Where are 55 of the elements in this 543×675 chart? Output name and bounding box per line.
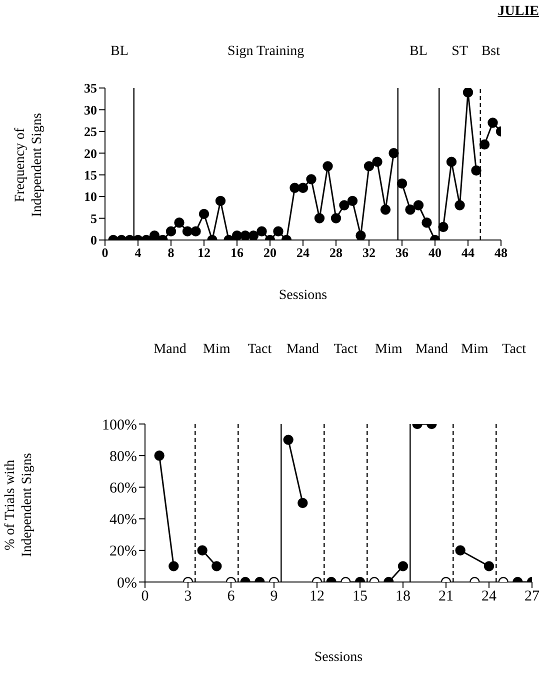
x-tick-label: 28: [330, 245, 343, 260]
y-tick-label: 20: [84, 146, 97, 161]
x-axis-title: Sessions: [313, 650, 364, 666]
x-tick-label: 18: [396, 588, 410, 605]
x-tick-label: 44: [462, 245, 475, 260]
x-tick-label: 12: [198, 245, 210, 260]
y-tick-label: 25: [84, 124, 98, 140]
y-tick-label: 80%: [110, 448, 137, 465]
x-tick-label: 3: [184, 588, 192, 605]
chart-title: JULIE: [498, 4, 539, 20]
x-tick-label: 24: [482, 588, 497, 605]
text: Bst: [481, 44, 500, 59]
text: BL: [109, 44, 130, 60]
x-tick-label: 6: [227, 588, 236, 605]
text: Sign Training: [226, 44, 306, 60]
y-tick-label: 100%: [102, 417, 137, 434]
y-tick-label: 30: [84, 102, 97, 118]
text: Mim: [203, 342, 230, 357]
x-tick-label: 27: [524, 588, 540, 605]
x-tick-label: 48: [494, 245, 508, 260]
text: Tact: [248, 342, 272, 357]
y-tick-label: 15: [84, 167, 98, 182]
text: Mand: [154, 342, 186, 357]
y-tick-label: 60%: [110, 480, 137, 497]
x-tick-label: 21: [438, 588, 454, 605]
text: Mand: [415, 342, 448, 357]
x-tick-label: 4: [134, 245, 142, 260]
x-tick-label: 32: [362, 245, 376, 260]
x-tick-label: 0: [141, 588, 149, 605]
text: Mand: [286, 342, 319, 357]
x-axis-title: Sessions: [278, 288, 328, 304]
x-tick-label: 24: [296, 245, 310, 260]
x-tick-label: 9: [270, 588, 278, 605]
y-tick-label: 35: [84, 80, 98, 96]
x-tick-label: 15: [352, 588, 368, 605]
y-tick-label: 0: [90, 232, 97, 248]
x-tick-label: 16: [230, 245, 244, 260]
text: Tact: [334, 342, 358, 357]
x-tick-label: 12: [310, 588, 324, 605]
y-axis-title: % of Trials with Independent Signs: [2, 452, 36, 559]
x-tick-label: 8: [168, 245, 175, 260]
y-tick-label: 10: [84, 189, 97, 204]
text: Tact: [502, 342, 526, 357]
y-tick-label: 20%: [110, 544, 137, 560]
text: BL: [410, 44, 428, 59]
x-tick-label: 36: [396, 245, 409, 260]
y-tick-label: 40%: [110, 512, 137, 528]
text: ST: [452, 44, 468, 59]
y-axis-title: Frequency of Independent Signs: [12, 112, 46, 219]
text: Mim: [375, 342, 402, 357]
x-tick-label: 40: [428, 245, 442, 260]
text: Mim: [461, 342, 488, 357]
y-tick-label: 0%: [117, 575, 137, 592]
x-tick-label: 20: [264, 245, 276, 260]
y-tick-label: 5: [90, 210, 98, 226]
